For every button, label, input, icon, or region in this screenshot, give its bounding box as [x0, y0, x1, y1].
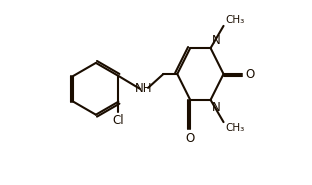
Text: CH₃: CH₃ — [225, 123, 245, 133]
Text: O: O — [245, 68, 255, 80]
Text: Cl: Cl — [113, 114, 124, 127]
Text: N: N — [212, 34, 220, 47]
Text: CH₃: CH₃ — [225, 15, 245, 25]
Text: O: O — [186, 132, 195, 145]
Text: NH: NH — [135, 82, 153, 95]
Text: N: N — [212, 101, 220, 114]
